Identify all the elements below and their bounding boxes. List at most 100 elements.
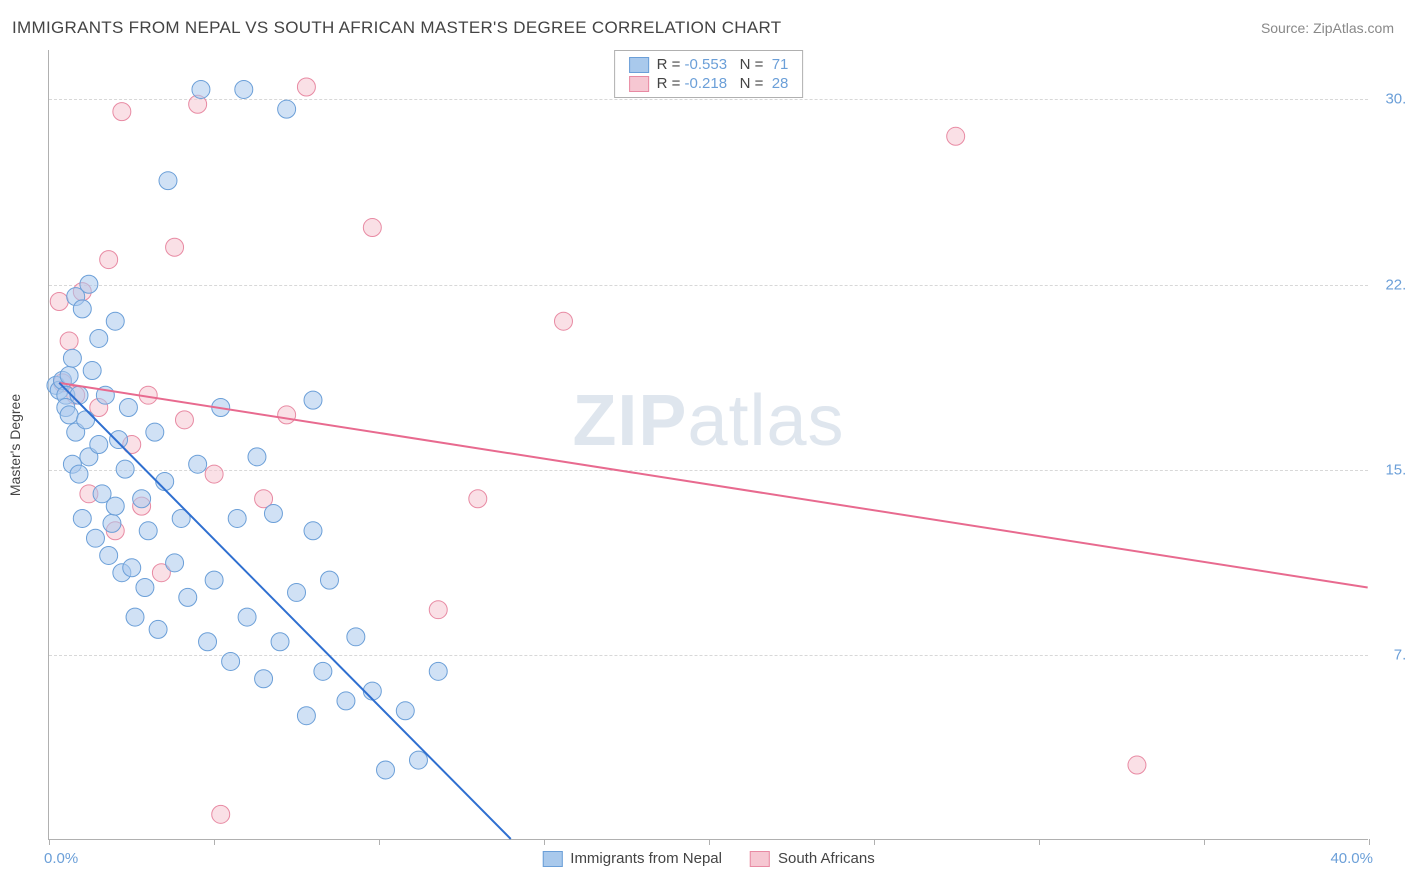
regression-line [59,383,1367,588]
data-point [314,662,332,680]
data-point [60,366,78,384]
data-point [73,509,91,527]
legend-swatch [542,851,562,867]
x-tick [709,839,710,845]
data-point [100,251,118,269]
data-point [175,411,193,429]
legend-label: South Africans [778,850,875,867]
data-point [363,682,381,700]
legend-corr-text: R = -0.553 N = 71 [657,56,789,73]
data-point [166,554,184,572]
y-tick-label: 15.0% [1373,461,1406,478]
data-point [304,391,322,409]
data-point [149,620,167,638]
data-point [83,362,101,380]
y-tick-label: 30.0% [1373,91,1406,108]
data-point [347,628,365,646]
data-point [123,559,141,577]
legend-swatch [629,57,649,73]
data-point [297,78,315,96]
data-point [429,601,447,619]
data-point [199,633,217,651]
data-point [86,529,104,547]
data-point [205,571,223,589]
data-point [288,583,306,601]
data-point [113,103,131,121]
data-point [264,505,282,523]
data-point [50,293,68,311]
x-tick [874,839,875,845]
legend-item: South Africans [750,850,875,867]
data-point [139,522,157,540]
data-point [377,761,395,779]
data-point [469,490,487,508]
correlation-legend: R = -0.553 N = 71 R = -0.218 N = 28 [614,50,804,98]
data-point [159,172,177,190]
data-point [156,472,174,490]
x-tick [544,839,545,845]
data-point [133,490,151,508]
data-point [116,460,134,478]
data-point [189,455,207,473]
data-point [304,522,322,540]
data-point [255,670,273,688]
data-point [126,608,144,626]
data-point [179,588,197,606]
data-point [228,509,246,527]
chart-title: IMMIGRANTS FROM NEPAL VS SOUTH AFRICAN M… [12,18,781,38]
data-point [119,399,137,417]
x-tick [214,839,215,845]
data-point [192,80,210,98]
data-point [63,349,81,367]
data-point [70,465,88,483]
plot-area: Master's Degree ZIPatlas 7.5%15.0%22.5%3… [48,50,1368,840]
data-point [73,300,91,318]
x-tick [1039,839,1040,845]
data-point [106,312,124,330]
y-axis-title: Master's Degree [7,393,23,495]
scatter-plot [49,50,1368,839]
legend-swatch [629,76,649,92]
series-legend: Immigrants from Nepal South Africans [542,850,874,867]
data-point [90,329,108,347]
data-point [554,312,572,330]
data-point [271,633,289,651]
x-tick [379,839,380,845]
data-point [77,411,95,429]
data-point [248,448,266,466]
source-label: Source: ZipAtlas.com [1261,20,1394,36]
data-point [100,546,118,564]
data-point [278,100,296,118]
data-point [106,497,124,515]
legend-corr-row: R = -0.553 N = 71 [629,55,789,74]
data-point [90,436,108,454]
data-point [212,805,230,823]
data-point [947,127,965,145]
legend-corr-row: R = -0.218 N = 28 [629,74,789,93]
data-point [205,465,223,483]
data-point [337,692,355,710]
data-point [1128,756,1146,774]
data-point [103,514,121,532]
data-point [235,80,253,98]
y-tick-label: 7.5% [1373,646,1406,663]
data-point [110,431,128,449]
y-tick-label: 22.5% [1373,276,1406,293]
x-tick [1369,839,1370,845]
data-point [409,751,427,769]
data-point [166,238,184,256]
legend-corr-text: R = -0.218 N = 28 [657,75,789,92]
legend-label: Immigrants from Nepal [570,850,722,867]
legend-item: Immigrants from Nepal [542,850,722,867]
x-tick [49,839,50,845]
data-point [60,406,78,424]
data-point [429,662,447,680]
x-axis-max-label: 40.0% [1330,850,1373,867]
x-tick [1204,839,1205,845]
data-point [136,579,154,597]
data-point [80,275,98,293]
x-axis-min-label: 0.0% [44,850,78,867]
data-point [146,423,164,441]
data-point [363,219,381,237]
data-point [60,332,78,350]
